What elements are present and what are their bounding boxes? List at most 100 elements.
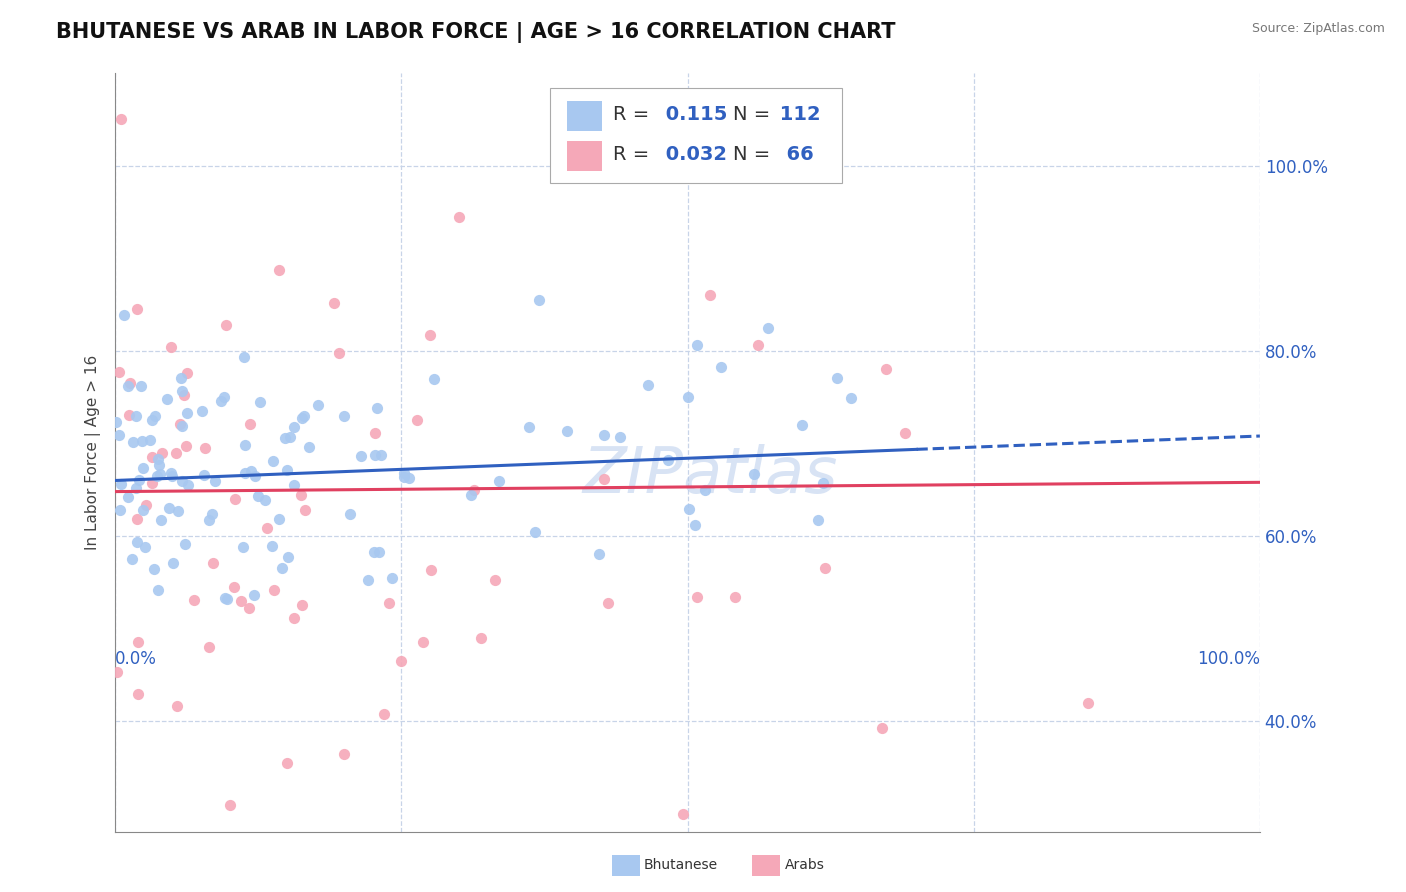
Point xyxy=(121,552,143,566)
Point xyxy=(170,474,193,488)
Point xyxy=(555,424,578,438)
Point xyxy=(127,687,149,701)
Point xyxy=(238,600,260,615)
Point xyxy=(125,409,148,423)
Point xyxy=(377,596,399,610)
Point xyxy=(170,418,193,433)
Point xyxy=(598,596,620,610)
Point xyxy=(160,468,183,483)
Point xyxy=(419,328,441,343)
Point xyxy=(149,467,172,481)
Text: Bhutanese: Bhutanese xyxy=(644,858,718,872)
Point xyxy=(876,361,898,376)
Point xyxy=(201,507,224,521)
Text: BHUTANESE VS ARAB IN LABOR FORCE | AGE > 16 CORRELATION CHART: BHUTANESE VS ARAB IN LABOR FORCE | AGE >… xyxy=(56,22,896,44)
Point xyxy=(807,513,830,527)
Point xyxy=(484,573,506,587)
Point xyxy=(176,406,198,420)
Point xyxy=(274,431,297,445)
Point xyxy=(267,512,290,526)
Point xyxy=(125,301,148,316)
Point xyxy=(290,488,312,502)
Point xyxy=(143,562,166,576)
Point xyxy=(367,545,389,559)
Point xyxy=(463,483,485,497)
Point xyxy=(105,415,128,429)
Point xyxy=(245,469,267,483)
Point xyxy=(209,394,232,409)
Point xyxy=(162,556,184,570)
Point xyxy=(357,573,380,587)
Point xyxy=(364,425,387,440)
Point xyxy=(672,806,695,821)
Point xyxy=(524,524,547,539)
Point xyxy=(350,450,373,464)
Point xyxy=(693,483,716,498)
Point xyxy=(134,540,156,554)
Point xyxy=(260,539,283,553)
Point xyxy=(276,756,298,770)
Point xyxy=(128,473,150,487)
Point xyxy=(127,635,149,649)
Point xyxy=(129,379,152,393)
Point xyxy=(253,492,276,507)
Point xyxy=(214,591,236,606)
Text: 0.115: 0.115 xyxy=(659,105,727,124)
Point xyxy=(872,721,894,735)
Point xyxy=(423,372,446,386)
Point xyxy=(138,434,160,448)
Point xyxy=(239,464,262,478)
Point xyxy=(710,360,733,375)
Point xyxy=(323,296,346,310)
Text: R =: R = xyxy=(613,145,650,164)
Point xyxy=(333,747,356,761)
Point xyxy=(232,541,254,555)
Point xyxy=(146,469,169,483)
Point xyxy=(222,580,245,594)
Point xyxy=(724,590,747,604)
Point xyxy=(392,469,415,483)
Point xyxy=(141,413,163,427)
Point xyxy=(125,481,148,495)
Point xyxy=(364,448,387,462)
Point xyxy=(527,293,550,307)
Point xyxy=(117,378,139,392)
Point xyxy=(173,387,195,401)
Point xyxy=(174,439,197,453)
Point xyxy=(112,308,135,322)
Point xyxy=(291,598,314,612)
Point xyxy=(392,466,415,480)
Point xyxy=(267,263,290,277)
Point xyxy=(294,503,316,517)
Text: ZIPatlas: ZIPatlas xyxy=(582,444,838,507)
Point xyxy=(157,500,180,515)
Point xyxy=(333,409,356,423)
Point xyxy=(190,404,212,418)
Point xyxy=(215,318,238,333)
Point xyxy=(110,477,132,491)
Point xyxy=(150,445,173,459)
Point xyxy=(243,588,266,602)
Text: Arabs: Arabs xyxy=(785,858,824,872)
Point xyxy=(233,466,256,480)
Text: R =: R = xyxy=(613,105,650,124)
Point xyxy=(107,665,129,679)
Point xyxy=(107,427,129,442)
Point xyxy=(686,591,709,605)
Point xyxy=(217,591,239,606)
Bar xyxy=(568,141,602,171)
Text: 0.0%: 0.0% xyxy=(115,650,157,668)
Point xyxy=(120,376,142,390)
Point xyxy=(283,478,305,492)
Point xyxy=(204,475,226,489)
Point xyxy=(197,513,219,527)
Point xyxy=(110,503,132,517)
Point xyxy=(127,512,149,526)
Point xyxy=(141,475,163,490)
Point xyxy=(169,417,191,432)
Point xyxy=(183,592,205,607)
Point xyxy=(262,453,284,467)
Point xyxy=(167,503,190,517)
Point xyxy=(169,370,191,384)
Point xyxy=(198,640,221,654)
